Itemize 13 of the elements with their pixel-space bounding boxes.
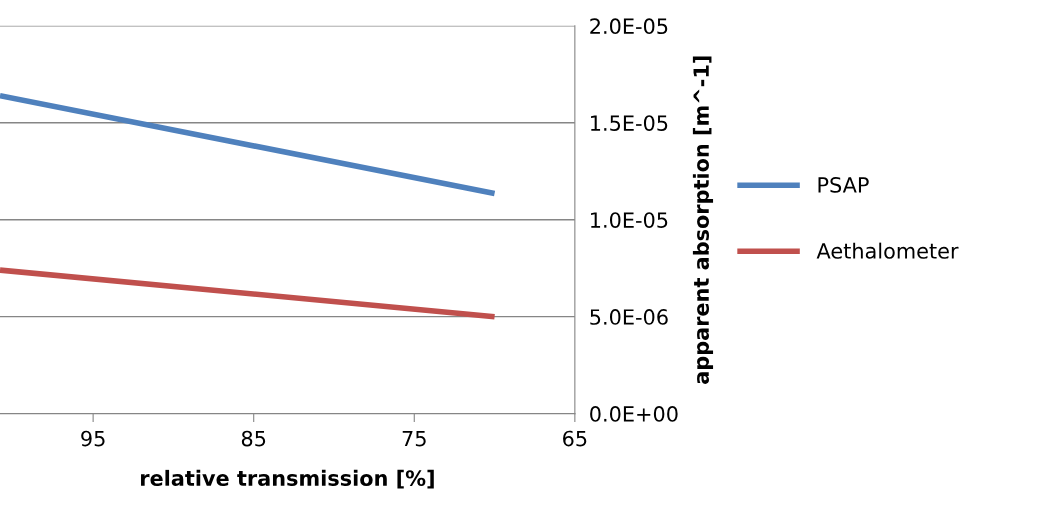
x-axis-title: relative transmission [%] <box>141 469 434 489</box>
x-tick-label: 65 <box>563 430 587 447</box>
y-tick-label: 1.0E-05 <box>591 212 668 228</box>
x-tick-label: 75 <box>402 430 426 447</box>
x-tick-label: 85 <box>241 430 266 447</box>
y-tick-label: 5.0E-06 <box>590 309 668 325</box>
y-axis-title: apparent absorption [m^-1] <box>692 56 714 384</box>
x-tick-label: 95 <box>81 430 105 447</box>
legend-label: Aethalometer <box>816 242 959 259</box>
legend-label: PSAP <box>818 177 869 193</box>
y-tick-label: 0.0E+00 <box>590 406 678 422</box>
y-tick-label: 1.5E-05 <box>591 115 668 131</box>
y-tick-label: 2.0E-05 <box>590 18 668 35</box>
